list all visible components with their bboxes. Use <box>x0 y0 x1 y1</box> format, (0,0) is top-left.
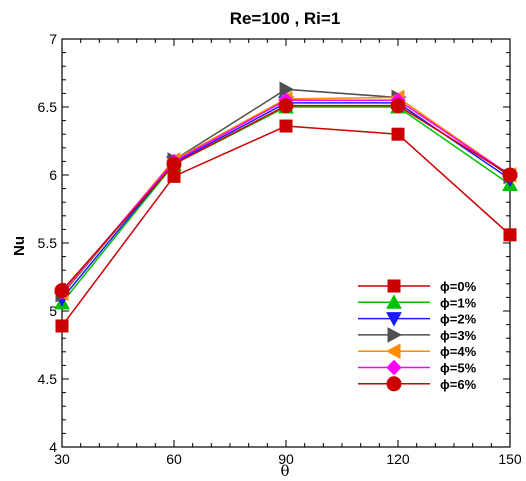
x-tick-label: 120 <box>386 451 410 467</box>
y-tick-label: 7 <box>49 31 57 47</box>
legend-item: ϕ=2% <box>358 312 477 327</box>
y-tick-label: 6.5 <box>38 99 58 115</box>
data-point <box>279 119 293 133</box>
legend-item: ϕ=1% <box>358 294 477 310</box>
legend-item: ϕ=6% <box>358 376 477 392</box>
legend-marker <box>386 359 402 376</box>
series-3 <box>55 81 519 303</box>
x-axis-label: θ <box>280 462 289 480</box>
data-point <box>502 167 518 183</box>
legend-item: ϕ=5% <box>358 359 477 376</box>
data-point <box>279 81 295 98</box>
series-line <box>61 106 511 304</box>
data-point <box>55 319 69 333</box>
series-0 <box>55 119 517 333</box>
y-axis-label: Nu <box>11 236 28 256</box>
data-point <box>391 127 405 141</box>
y-tick-label: 4 <box>49 439 57 455</box>
legend-marker <box>386 294 402 309</box>
y-tick-label: 5 <box>49 303 57 319</box>
legend-marker <box>386 312 402 327</box>
series-line <box>61 104 511 292</box>
x-tick-label: 30 <box>54 451 70 467</box>
data-point <box>390 98 406 114</box>
y-tick-label: 4.5 <box>38 371 58 387</box>
legend-item: ϕ=4% <box>358 343 477 360</box>
data-point <box>503 228 517 242</box>
data-point <box>278 98 294 114</box>
legend-label: ϕ=3% <box>440 328 477 343</box>
legend-marker <box>387 327 403 343</box>
legend-label: ϕ=5% <box>440 361 477 376</box>
legend-item: ϕ=3% <box>358 327 477 343</box>
legend-item: ϕ=0% <box>358 279 477 294</box>
series-6 <box>54 98 518 299</box>
legend-marker <box>386 376 402 392</box>
x-tick-label: 60 <box>166 451 182 467</box>
y-tick-label: 5.5 <box>38 235 58 251</box>
legend-label: ϕ=0% <box>440 279 477 294</box>
legend-marker <box>387 279 401 293</box>
legend-marker <box>385 343 401 360</box>
legend-label: ϕ=1% <box>440 295 477 310</box>
data-point <box>54 283 70 299</box>
x-tick-label: 150 <box>498 451 522 467</box>
legend-label: ϕ=6% <box>440 377 477 392</box>
x-tick-label: 90 <box>278 451 294 467</box>
data-point <box>167 169 181 183</box>
legend-label: ϕ=2% <box>440 312 477 327</box>
legend-label: ϕ=4% <box>440 344 477 359</box>
data-point <box>166 156 182 172</box>
legend: ϕ=0%ϕ=1% ϕ=2%ϕ=3%ϕ=4% ϕ=5%ϕ=6% <box>358 279 477 392</box>
y-tick-label: 6 <box>49 167 57 183</box>
chart-title: Re=100 , Ri=1 <box>230 9 341 28</box>
